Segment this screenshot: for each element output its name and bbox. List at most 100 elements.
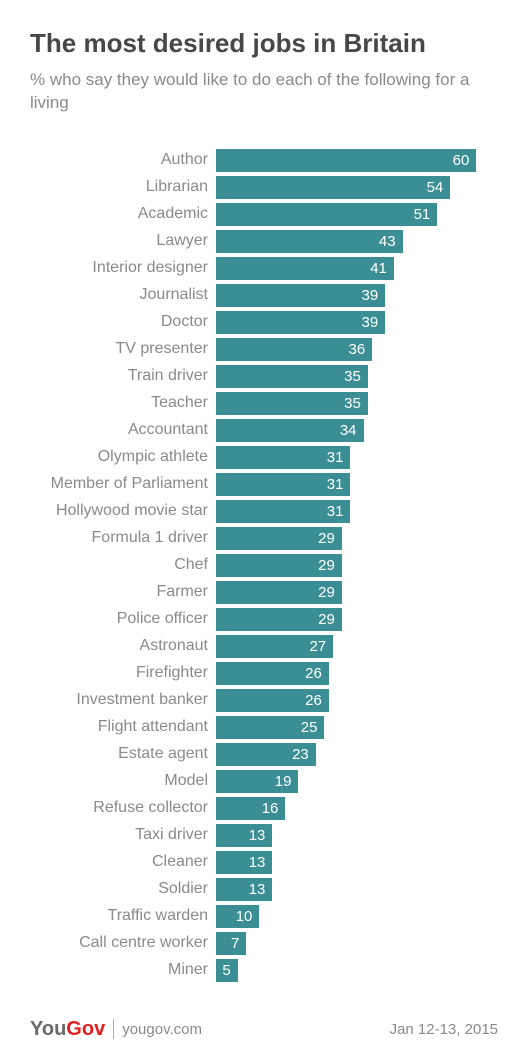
bar-track: 31: [216, 473, 498, 496]
bar-row: Author60: [30, 149, 498, 172]
bar-value: 5: [222, 962, 230, 979]
bar-value: 10: [236, 908, 253, 925]
bar-track: 31: [216, 500, 498, 523]
bar-row: Accountant 34: [30, 419, 498, 442]
chart-footer: YouGov yougov.com Jan 12-13, 2015: [30, 1014, 498, 1041]
bar-value: 60: [453, 152, 470, 169]
bar-fill: 54: [216, 176, 450, 199]
bar-fill: 19: [216, 770, 298, 793]
bar-value: 51: [414, 206, 431, 223]
bar-row: Police officer 29: [30, 608, 498, 631]
bar-row: Lawyer43: [30, 230, 498, 253]
bar-track: 23: [216, 743, 498, 766]
bar-label: Firefighter: [30, 664, 216, 682]
bar-value: 26: [305, 665, 322, 682]
bar-track: 29: [216, 554, 498, 577]
logo: YouGov: [30, 1018, 105, 1041]
footer-divider: [113, 1019, 114, 1039]
bar-fill: 39: [216, 284, 385, 307]
bar-label: Librarian: [30, 178, 216, 196]
bar-row: Taxi driver13: [30, 824, 498, 847]
bar-track: 10: [216, 905, 498, 928]
bar-value: 29: [318, 611, 335, 628]
bar-value: 29: [318, 557, 335, 574]
bar-label: Astronaut: [30, 637, 216, 655]
bar-label: Doctor: [30, 313, 216, 331]
bar-row: Hollywood movie star31: [30, 500, 498, 523]
bar-fill: 7: [216, 932, 246, 955]
bar-track: 41: [216, 257, 498, 280]
bar-track: 27: [216, 635, 498, 658]
bar-label: Teacher: [30, 394, 216, 412]
bar-track: 29: [216, 527, 498, 550]
bar-value: 7: [231, 935, 239, 952]
bar-fill: 29: [216, 527, 342, 550]
bar-fill: 26: [216, 689, 329, 712]
bar-row: Chef29: [30, 554, 498, 577]
bar-row: Firefighter 26: [30, 662, 498, 685]
bar-track: 7: [216, 932, 498, 955]
footer-site: yougov.com: [122, 1021, 202, 1038]
bar-value: 31: [327, 503, 344, 520]
bar-track: 29: [216, 581, 498, 604]
bar-fill: 31: [216, 473, 350, 496]
bar-value: 35: [344, 368, 361, 385]
bar-label: Olympic athlete: [30, 448, 216, 466]
bar-row: TV presenter36: [30, 338, 498, 361]
bar-value: 26: [305, 692, 322, 709]
bar-fill: 31: [216, 446, 350, 469]
bar-row: Model 19: [30, 770, 498, 793]
bar-value: 34: [340, 422, 357, 439]
bar-label: Refuse collector: [30, 799, 216, 817]
bar-fill: 39: [216, 311, 385, 334]
bar-row: Estate agent 23: [30, 743, 498, 766]
bar-fill: 60: [216, 149, 476, 172]
bar-value: 25: [301, 719, 318, 736]
bar-track: 51: [216, 203, 498, 226]
bar-value: 39: [362, 287, 379, 304]
bar-fill: 35: [216, 365, 368, 388]
bar-label: Train driver: [30, 367, 216, 385]
bar-label: Cleaner: [30, 853, 216, 871]
bar-label: Police officer: [30, 610, 216, 628]
bar-label: Soldier: [30, 880, 216, 898]
bar-track: 31: [216, 446, 498, 469]
bar-label: TV presenter: [30, 340, 216, 358]
bar-label: Accountant: [30, 421, 216, 439]
bar-fill: 13: [216, 851, 272, 874]
bar-value: 41: [370, 260, 387, 277]
bar-row: Doctor 39: [30, 311, 498, 334]
bar-row: Member of Parliament31: [30, 473, 498, 496]
bar-label: Academic: [30, 205, 216, 223]
bar-row: Olympic athlete31: [30, 446, 498, 469]
bar-fill: 35: [216, 392, 368, 415]
bar-track: 34: [216, 419, 498, 442]
bar-value: 13: [249, 827, 266, 844]
bar-track: 35: [216, 365, 498, 388]
bar-label: Interior designer: [30, 259, 216, 277]
bar-value: 54: [427, 179, 444, 196]
bar-value: 19: [275, 773, 292, 790]
bar-row: Interior designer 41: [30, 257, 498, 280]
footer-date: Jan 12-13, 2015: [390, 1021, 498, 1038]
bar-value: 23: [292, 746, 309, 763]
bar-fill: 26: [216, 662, 329, 685]
bar-track: 5: [216, 959, 498, 982]
bar-track: 25: [216, 716, 498, 739]
bar-label: Model: [30, 772, 216, 790]
bar-value: 29: [318, 584, 335, 601]
bar-value: 16: [262, 800, 279, 817]
bar-value: 39: [362, 314, 379, 331]
bar-label: Estate agent: [30, 745, 216, 763]
bar-row: Refuse collector 16: [30, 797, 498, 820]
bar-track: 26: [216, 689, 498, 712]
bar-label: Miner: [30, 961, 216, 979]
bar-label: Member of Parliament: [30, 475, 216, 493]
bar-fill: 5: [216, 959, 238, 982]
chart-container: The most desired jobs in Britain % who s…: [0, 0, 528, 1061]
bar-track: 16: [216, 797, 498, 820]
bar-row: Soldier13: [30, 878, 498, 901]
bar-row: Traffic warden10: [30, 905, 498, 928]
bar-row: Teacher35: [30, 392, 498, 415]
bar-fill: 43: [216, 230, 403, 253]
